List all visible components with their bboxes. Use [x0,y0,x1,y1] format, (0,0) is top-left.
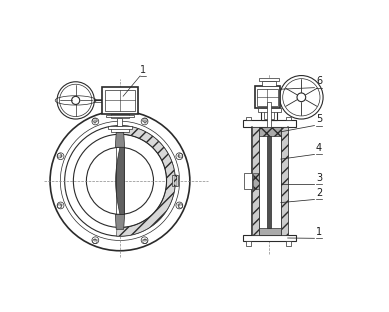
Bar [264,110,274,119]
Text: 2: 2 [316,188,322,198]
Bar [110,114,129,118]
Bar [117,118,123,125]
Polygon shape [267,136,271,228]
Polygon shape [116,125,175,236]
Bar [261,109,277,120]
Bar [172,175,178,187]
Polygon shape [281,127,288,235]
Bar [244,173,252,189]
Polygon shape [259,228,281,235]
Bar [255,86,280,109]
Bar [243,235,296,241]
Polygon shape [252,173,259,189]
Polygon shape [252,127,259,235]
Bar [246,117,251,120]
Bar [258,108,280,112]
Text: 5: 5 [316,114,322,124]
Text: 3: 3 [316,173,322,183]
Bar [286,117,291,120]
Polygon shape [259,127,281,136]
Text: 1: 1 [140,65,146,75]
Polygon shape [174,175,177,187]
Bar [257,89,278,106]
Bar [262,80,276,86]
Text: 1: 1 [316,227,322,237]
Bar [110,127,129,132]
Text: 4: 4 [316,143,322,153]
Polygon shape [115,132,124,147]
Polygon shape [116,147,124,214]
Bar [243,120,296,127]
Bar [259,78,279,81]
Bar [102,87,138,114]
Bar [106,115,134,117]
Text: 6: 6 [316,76,322,86]
Bar [246,241,251,246]
Polygon shape [115,214,124,229]
Bar [267,102,271,127]
Bar [105,90,135,111]
Bar [107,125,132,129]
Circle shape [297,93,306,102]
Bar [286,241,291,246]
